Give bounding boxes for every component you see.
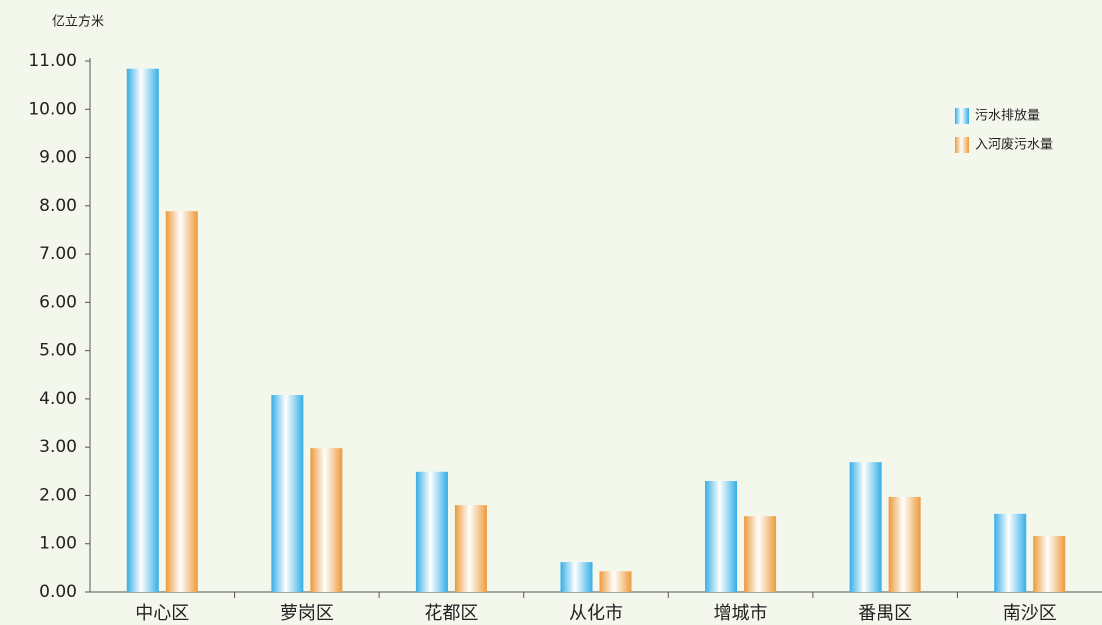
bar: [888, 496, 921, 592]
y-tick-label: 11.00: [28, 51, 77, 71]
bar: [744, 516, 777, 592]
bar: [126, 68, 159, 592]
legend-label: 污水排放量: [975, 109, 1040, 124]
legend-label: 入河废污水量: [975, 137, 1053, 153]
x-tick-label: 中心区: [135, 603, 189, 624]
bar: [415, 471, 448, 592]
bar: [994, 513, 1027, 592]
legend-swatch: [955, 108, 969, 124]
x-tick-label: 增城市: [714, 603, 768, 624]
y-tick-label: 7.00: [39, 244, 77, 264]
y-tick-label: 8.00: [39, 196, 77, 216]
bar: [1033, 536, 1066, 592]
y-tick-label: 9.00: [39, 148, 77, 168]
legend-swatch: [955, 137, 969, 153]
y-tick-label: 1.00: [39, 534, 77, 554]
bar: [599, 571, 632, 592]
y-tick-label: 3.00: [39, 437, 77, 457]
x-tick-label: 花都区: [424, 603, 478, 624]
y-tick-label: 6.00: [39, 292, 77, 312]
bar: [165, 211, 198, 593]
y-tick-label: 2.00: [39, 485, 77, 505]
y-tick-label: 4.00: [39, 389, 77, 409]
x-tick-label: 萝岗区: [280, 603, 334, 624]
bar: [454, 505, 487, 592]
x-tick-label: 番禺区: [858, 603, 912, 624]
bar: [560, 562, 593, 592]
bar: [271, 395, 304, 592]
y-tick-label: 10.00: [28, 99, 77, 119]
y-tick-label: 5.00: [39, 341, 77, 361]
bar: [310, 448, 343, 592]
bar: [849, 462, 882, 592]
x-tick-label: 从化市: [569, 603, 623, 624]
x-tick-label: 南沙区: [1003, 603, 1057, 624]
bar: [705, 480, 738, 592]
y-axis-label: 亿立方米: [52, 14, 104, 30]
y-tick-label: 0.00: [39, 582, 77, 602]
